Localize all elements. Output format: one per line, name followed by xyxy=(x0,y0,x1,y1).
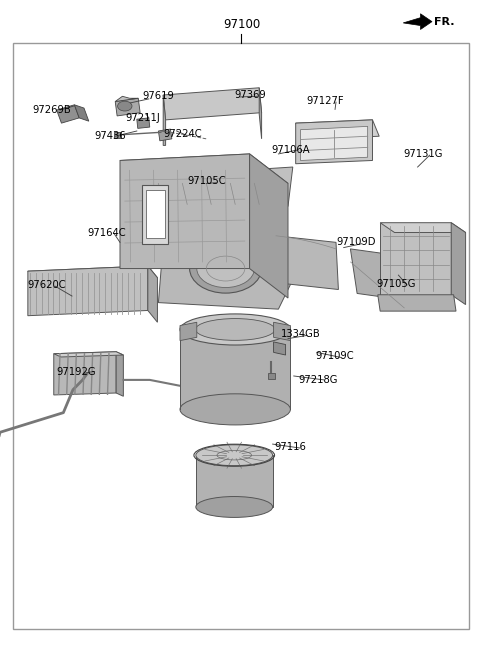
Text: 1334GB: 1334GB xyxy=(281,329,321,339)
Bar xyxy=(13,43,469,629)
Text: 97106A: 97106A xyxy=(271,145,310,155)
Polygon shape xyxy=(158,238,298,309)
Text: 97619: 97619 xyxy=(143,91,174,102)
Text: 97436: 97436 xyxy=(94,131,126,141)
Polygon shape xyxy=(74,105,89,121)
Ellipse shape xyxy=(196,445,273,466)
Polygon shape xyxy=(378,295,456,311)
Polygon shape xyxy=(115,98,140,116)
Text: 97192G: 97192G xyxy=(57,367,96,377)
Polygon shape xyxy=(28,266,148,316)
Polygon shape xyxy=(163,95,166,145)
Text: 97109C: 97109C xyxy=(316,351,354,362)
Polygon shape xyxy=(142,185,168,244)
Polygon shape xyxy=(116,352,123,396)
Ellipse shape xyxy=(118,101,132,111)
Text: FR.: FR. xyxy=(434,16,455,27)
Text: 97100: 97100 xyxy=(223,18,260,31)
Polygon shape xyxy=(380,223,451,295)
Polygon shape xyxy=(146,177,278,208)
Text: 97269B: 97269B xyxy=(33,105,72,115)
Polygon shape xyxy=(380,223,466,233)
Polygon shape xyxy=(54,352,116,395)
Polygon shape xyxy=(451,223,466,305)
Polygon shape xyxy=(148,266,157,322)
Polygon shape xyxy=(137,118,150,128)
Polygon shape xyxy=(274,322,290,341)
Text: 97105C: 97105C xyxy=(187,176,226,187)
Polygon shape xyxy=(114,132,121,138)
Polygon shape xyxy=(180,329,290,409)
Text: 97218G: 97218G xyxy=(299,375,338,385)
Polygon shape xyxy=(57,105,79,123)
Text: 97164C: 97164C xyxy=(87,227,126,238)
Polygon shape xyxy=(300,126,368,160)
Polygon shape xyxy=(163,88,262,120)
Ellipse shape xyxy=(180,314,290,345)
Ellipse shape xyxy=(196,496,273,517)
Polygon shape xyxy=(115,96,138,102)
Polygon shape xyxy=(403,14,432,29)
Polygon shape xyxy=(134,167,293,216)
Polygon shape xyxy=(268,373,275,379)
Text: 97369: 97369 xyxy=(234,90,266,100)
Text: 97224C: 97224C xyxy=(163,129,202,140)
Polygon shape xyxy=(158,129,172,141)
Polygon shape xyxy=(259,88,262,139)
Polygon shape xyxy=(250,154,288,298)
Polygon shape xyxy=(180,322,197,341)
Ellipse shape xyxy=(227,387,236,394)
Ellipse shape xyxy=(180,394,290,425)
Text: 97620C: 97620C xyxy=(28,280,66,290)
Ellipse shape xyxy=(195,318,275,341)
Ellipse shape xyxy=(190,244,262,293)
Text: 97127F: 97127F xyxy=(306,96,344,106)
Text: 97116: 97116 xyxy=(275,441,306,452)
Ellipse shape xyxy=(197,250,254,288)
Text: 97211J: 97211J xyxy=(126,113,160,123)
Polygon shape xyxy=(120,154,250,269)
Polygon shape xyxy=(28,266,157,283)
Text: 97109D: 97109D xyxy=(336,237,375,248)
Polygon shape xyxy=(54,352,123,357)
Polygon shape xyxy=(276,236,338,290)
Polygon shape xyxy=(350,249,414,301)
Polygon shape xyxy=(196,455,273,507)
Text: 97131G: 97131G xyxy=(403,149,443,159)
Polygon shape xyxy=(274,342,286,355)
Text: 97105G: 97105G xyxy=(376,278,416,289)
Polygon shape xyxy=(296,120,379,140)
Polygon shape xyxy=(146,190,165,238)
Polygon shape xyxy=(296,120,372,164)
Polygon shape xyxy=(120,154,288,190)
